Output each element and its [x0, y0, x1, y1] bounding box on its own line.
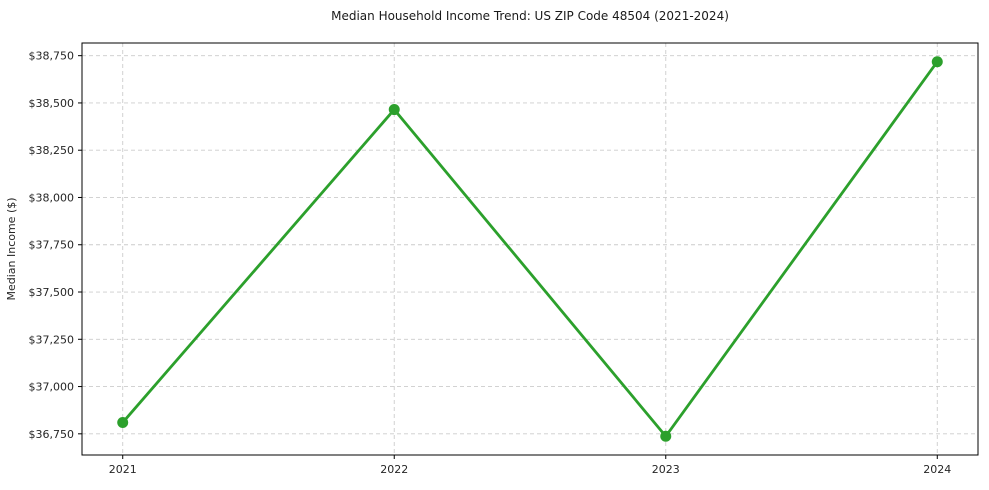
x-tick-label: 2024 [923, 463, 951, 476]
y-tick-label: $37,000 [29, 381, 75, 394]
y-tick-label: $38,750 [29, 50, 75, 63]
data-point-2023 [660, 430, 672, 442]
plot-border [81, 42, 979, 456]
data-series [117, 56, 943, 442]
y-axis-title: Median Income ($) [5, 197, 18, 300]
y-tick-label: $36,750 [29, 428, 75, 441]
trend-line [121, 60, 939, 438]
axis-ticks [78, 55, 938, 459]
y-tick-label: $38,250 [29, 144, 75, 157]
y-tick-label: $37,500 [29, 286, 75, 299]
data-point-2022 [388, 104, 400, 116]
data-point-2024 [931, 56, 943, 68]
x-tick-label: 2021 [109, 463, 137, 476]
axis-tick-labels: $36,750 $37,000 $37,250 $37,500 $37,750 $38,0… [29, 50, 952, 476]
data-point-2021 [117, 416, 129, 428]
y-tick-label: $38,500 [29, 97, 75, 110]
y-tick-label: $38,000 [29, 191, 75, 204]
gridlines [82, 43, 978, 455]
x-tick-label: 2023 [652, 463, 680, 476]
y-tick-label: $37,250 [29, 333, 75, 346]
chart-title: Median Household Income Trend: US ZIP Co… [331, 9, 729, 23]
x-tick-label: 2022 [380, 463, 408, 476]
y-tick-label: $37,750 [29, 239, 75, 252]
